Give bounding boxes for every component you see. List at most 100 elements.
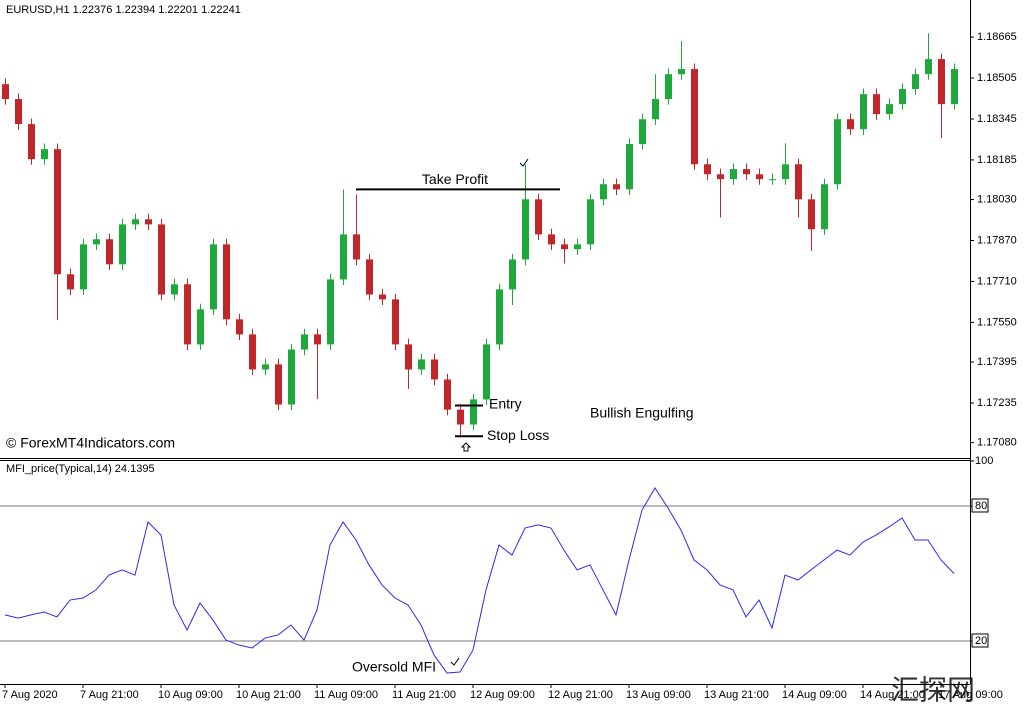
candle-body <box>275 364 282 405</box>
arrow-icon <box>460 442 472 452</box>
x-tick-label: 11 Aug 09:00 <box>314 689 378 701</box>
candle-body <box>353 234 360 260</box>
y-tick-label: 1.17395 <box>977 356 1017 368</box>
candle-body <box>587 199 594 245</box>
candle-body <box>925 59 932 75</box>
indicator-title: MFI_price(Typical,14) 24.1395 <box>6 463 155 475</box>
candle-body <box>15 99 22 125</box>
candle-body <box>2 84 9 100</box>
candle-body <box>119 224 126 265</box>
candle-body <box>262 364 269 370</box>
candle-body <box>496 289 503 345</box>
tick-box <box>971 633 989 648</box>
candle-body <box>444 379 451 410</box>
candle-body <box>249 334 256 370</box>
y-tick-label: 1.17235 <box>977 397 1017 409</box>
candle-body <box>54 149 61 275</box>
candle-body <box>873 94 880 115</box>
y-tick-label: 1.18030 <box>977 193 1017 205</box>
x-tick-label: 17 Aug 09:00 <box>938 689 1003 701</box>
watermark: 汇探网 <box>891 674 975 705</box>
candle-body <box>886 104 893 115</box>
candle-body <box>171 284 178 295</box>
candle-body <box>483 344 490 400</box>
candle-body <box>574 244 581 250</box>
candle-body <box>782 164 789 180</box>
candle-body <box>470 399 477 425</box>
candle-body <box>795 164 802 200</box>
candle-body <box>405 344 412 370</box>
check-icon <box>450 657 460 666</box>
y-tick-label: 100 <box>975 455 993 467</box>
candle-body <box>418 359 425 370</box>
candle-body <box>431 359 438 380</box>
check-icon <box>519 158 529 167</box>
candle-body <box>327 279 334 345</box>
candle-body <box>340 234 347 280</box>
candle-body <box>301 334 308 350</box>
candle-body <box>457 409 464 425</box>
candle-body <box>704 164 711 175</box>
candle-body <box>756 174 763 180</box>
level-label: Take Profit <box>422 171 488 187</box>
x-tick-label: 12 Aug 21:00 <box>548 689 613 701</box>
candle-body <box>717 174 724 180</box>
x-tick-label: 7 Aug 21:00 <box>80 689 139 701</box>
candle-body <box>184 284 191 345</box>
plot: 1.18665 1.18505 1.18345 1.18185 1.18030 1.178… <box>0 31 1017 701</box>
candle-body <box>600 184 607 200</box>
x-tick-label: 13 Aug 21:00 <box>704 689 769 701</box>
candle-body <box>145 219 152 225</box>
candle-body <box>210 244 217 310</box>
candle-body <box>80 244 87 290</box>
y-tick-label: 1.17550 <box>977 316 1017 328</box>
candle-body <box>821 184 828 230</box>
candle-body <box>769 179 776 181</box>
candle-body <box>951 69 958 105</box>
candle-body <box>366 259 373 295</box>
y-tick-label: 1.17080 <box>977 437 1017 449</box>
candle-body <box>535 199 542 235</box>
candle-body <box>678 69 685 75</box>
candle-body <box>860 94 867 130</box>
y-tick-label: 20 <box>975 635 987 647</box>
x-tick-label: 7 Aug 2020 <box>2 689 58 701</box>
candle-body <box>652 99 659 120</box>
tick-box <box>971 498 989 513</box>
chart-title: EURUSD,H1 1.22376 1.22394 1.22201 1.2224… <box>6 4 241 16</box>
candle-body <box>730 169 737 180</box>
x-tick-label: 14 Aug 21:00 <box>860 689 925 701</box>
x-tick-label: 10 Aug 21:00 <box>236 689 301 701</box>
candle-body <box>548 234 555 245</box>
candle-body <box>613 184 620 190</box>
candle-body <box>912 74 919 90</box>
y-tick-label: 1.18345 <box>977 113 1017 125</box>
x-tick-label: 13 Aug 09:00 <box>626 689 691 701</box>
y-tick-label: 1.18185 <box>977 154 1017 166</box>
y-tick-label: 1.17870 <box>977 234 1017 246</box>
candle-body <box>509 259 516 290</box>
y-tick-label: 80 <box>975 500 987 512</box>
annotation: Oversold MFI <box>352 659 436 675</box>
candle-body <box>314 334 321 345</box>
candle-body <box>561 244 568 250</box>
level-label: Entry <box>489 395 522 411</box>
candle-body <box>392 299 399 345</box>
annotation: Bullish Engulfing <box>590 405 694 421</box>
candle-body <box>28 124 35 160</box>
candle-body <box>379 294 386 300</box>
y-tick-label: 1.18665 <box>977 31 1017 43</box>
candle-body <box>743 169 750 175</box>
candle-body <box>808 199 815 230</box>
x-tick-label: 11 Aug 21:00 <box>392 689 456 701</box>
x-tick-label: 12 Aug 09:00 <box>470 689 535 701</box>
y-tick-label: 1.18505 <box>977 72 1017 84</box>
candle-body <box>223 244 230 320</box>
candle-body <box>288 349 295 405</box>
candle-body <box>626 144 633 190</box>
candle-body <box>834 119 841 185</box>
candle-body <box>197 309 204 345</box>
x-tick-label: 14 Aug 09:00 <box>782 689 847 701</box>
